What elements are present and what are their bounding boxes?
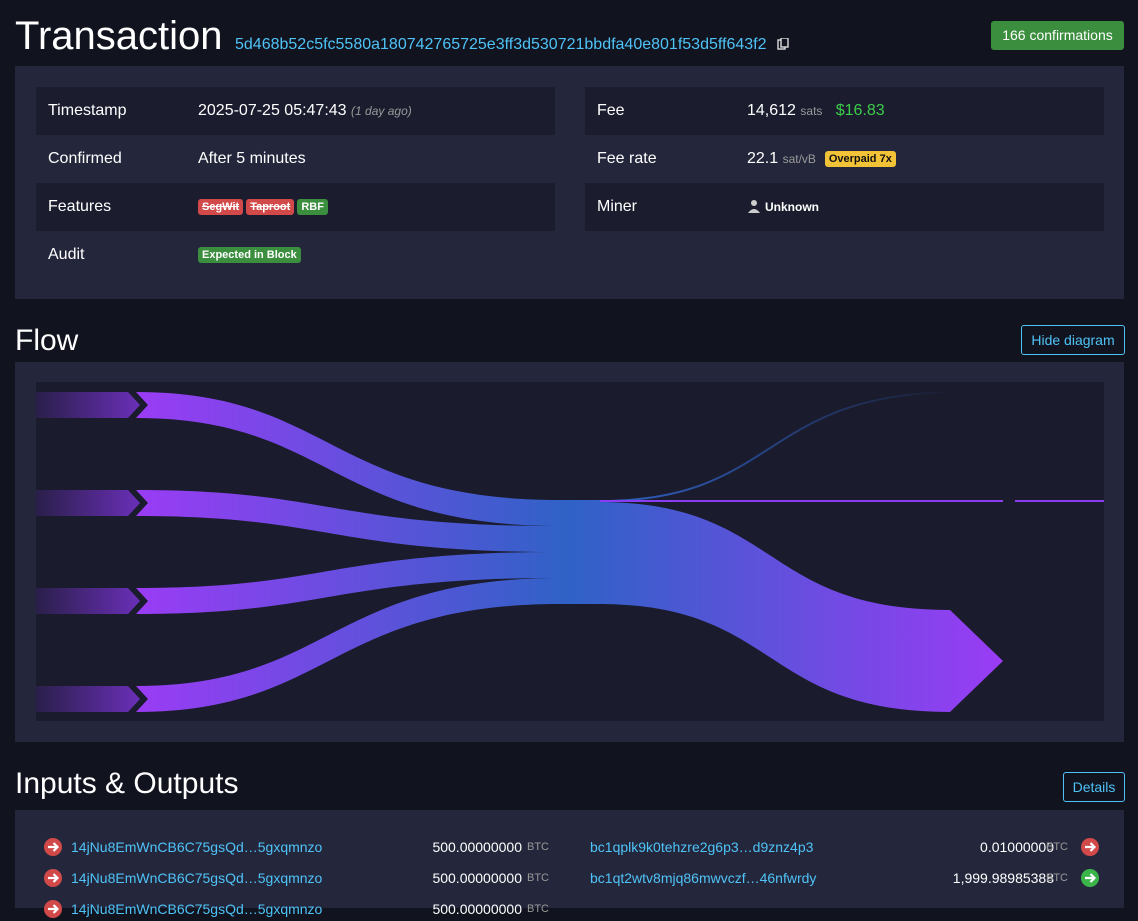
badge: RBF	[297, 198, 328, 215]
arrow-icon	[1081, 869, 1099, 890]
unit: sats	[800, 104, 823, 118]
label: Features	[48, 198, 112, 215]
address[interactable]: 14jNu8EmWnCB6C75gsQd…5gxqmnzo	[71, 870, 323, 886]
inputs	[36, 392, 600, 712]
amount: 1,999.98985388	[952, 870, 1054, 886]
badge: Taproot	[246, 198, 295, 215]
miner: Unknown	[765, 200, 819, 214]
txid[interactable]: 5d468b52c5fc5580a180742765725e3ff3d53072…	[235, 36, 789, 54]
detail-row: Features SegWit Taproot RBF	[36, 183, 555, 231]
unit: BTC	[1046, 872, 1068, 884]
timestamp: 2025-07-25 05:47:43	[198, 102, 347, 119]
flow-box	[15, 362, 1124, 742]
badge: Overpaid 7x	[824, 150, 896, 167]
label: Miner	[597, 198, 638, 215]
note: (1 day ago)	[351, 104, 412, 118]
detail-row: Confirmed After 5 minutes	[36, 135, 555, 183]
label: Fee	[597, 102, 625, 119]
details-box: Timestamp 2025-07-25 05:47:43 (1 day ago…	[15, 66, 1124, 299]
address[interactable]: bc1qt2wtv8mjq86mwvczf…46nfwrdy	[590, 870, 817, 886]
txid-text[interactable]: 5d468b52c5fc5580a180742765725e3ff3d53072…	[235, 36, 767, 53]
copy-icon[interactable]	[777, 37, 789, 50]
unit: BTC	[527, 841, 549, 853]
detail-row: Timestamp 2025-07-25 05:47:43 (1 day ago…	[36, 87, 555, 135]
value: 14,612 sats $16.83	[747, 87, 885, 135]
badge: Expected in Block	[198, 246, 301, 263]
io-box: 14jNu8EmWnCB6C75gsQd…5gxqmnzo 500.0000000…	[15, 810, 1124, 918]
fee: 14,612	[747, 102, 796, 119]
fee-rate: 22.1	[747, 150, 779, 167]
amount: 500.00000000	[432, 839, 522, 855]
label: Timestamp	[48, 102, 127, 119]
amount: 500.00000000	[432, 901, 522, 917]
unit: BTC	[1046, 841, 1068, 853]
unit: BTC	[527, 872, 549, 884]
detail-row: Audit Expected in Block	[36, 231, 555, 279]
section-title: Flow	[15, 324, 79, 357]
value: Unknown	[747, 183, 819, 231]
detail-row: Miner Unknown	[585, 183, 1104, 231]
outputs	[598, 391, 1104, 712]
detail-row: Fee 14,612 sats $16.83	[585, 87, 1104, 135]
address[interactable]: bc1qplk9k0tehzre2g6p3…d9znz4p3	[590, 839, 814, 855]
label: Audit	[48, 246, 85, 263]
unit: BTC	[527, 903, 549, 915]
value: Expected in Block	[198, 231, 304, 279]
label: Fee rate	[597, 150, 657, 167]
value: After 5 minutes	[198, 150, 306, 167]
label: Confirmed	[48, 150, 122, 167]
arrow-icon	[44, 869, 62, 890]
unit: sat/vB	[782, 152, 816, 166]
value: SegWit Taproot RBF	[198, 183, 331, 231]
page-title: Transaction	[15, 14, 223, 58]
address[interactable]: 14jNu8EmWnCB6C75gsQd…5gxqmnzo	[71, 839, 323, 855]
amount: 0.01000000	[980, 839, 1054, 855]
detail-row: Fee rate 22.1 sat/vB Overpaid 7x	[585, 135, 1104, 183]
arrow-icon	[44, 900, 62, 921]
arrow-icon	[44, 838, 62, 859]
flow-diagram	[36, 382, 1104, 721]
value: 22.1 sat/vB Overpaid 7x	[747, 135, 899, 183]
arrow-icon	[1081, 838, 1099, 859]
section-title: Inputs & Outputs	[15, 767, 239, 800]
details-button[interactable]: Details	[1063, 772, 1125, 802]
fiat: $16.83	[835, 102, 885, 119]
address[interactable]: 14jNu8EmWnCB6C75gsQd…5gxqmnzo	[71, 901, 323, 917]
confirmations-badge: 166 confirmations	[991, 21, 1124, 50]
amount: 500.00000000	[432, 870, 522, 886]
miner-icon	[748, 200, 760, 213]
hide-diagram-button[interactable]: Hide diagram	[1021, 325, 1125, 355]
badge: SegWit	[198, 198, 244, 215]
value: 2025-07-25 05:47:43 (1 day ago)	[198, 87, 412, 135]
